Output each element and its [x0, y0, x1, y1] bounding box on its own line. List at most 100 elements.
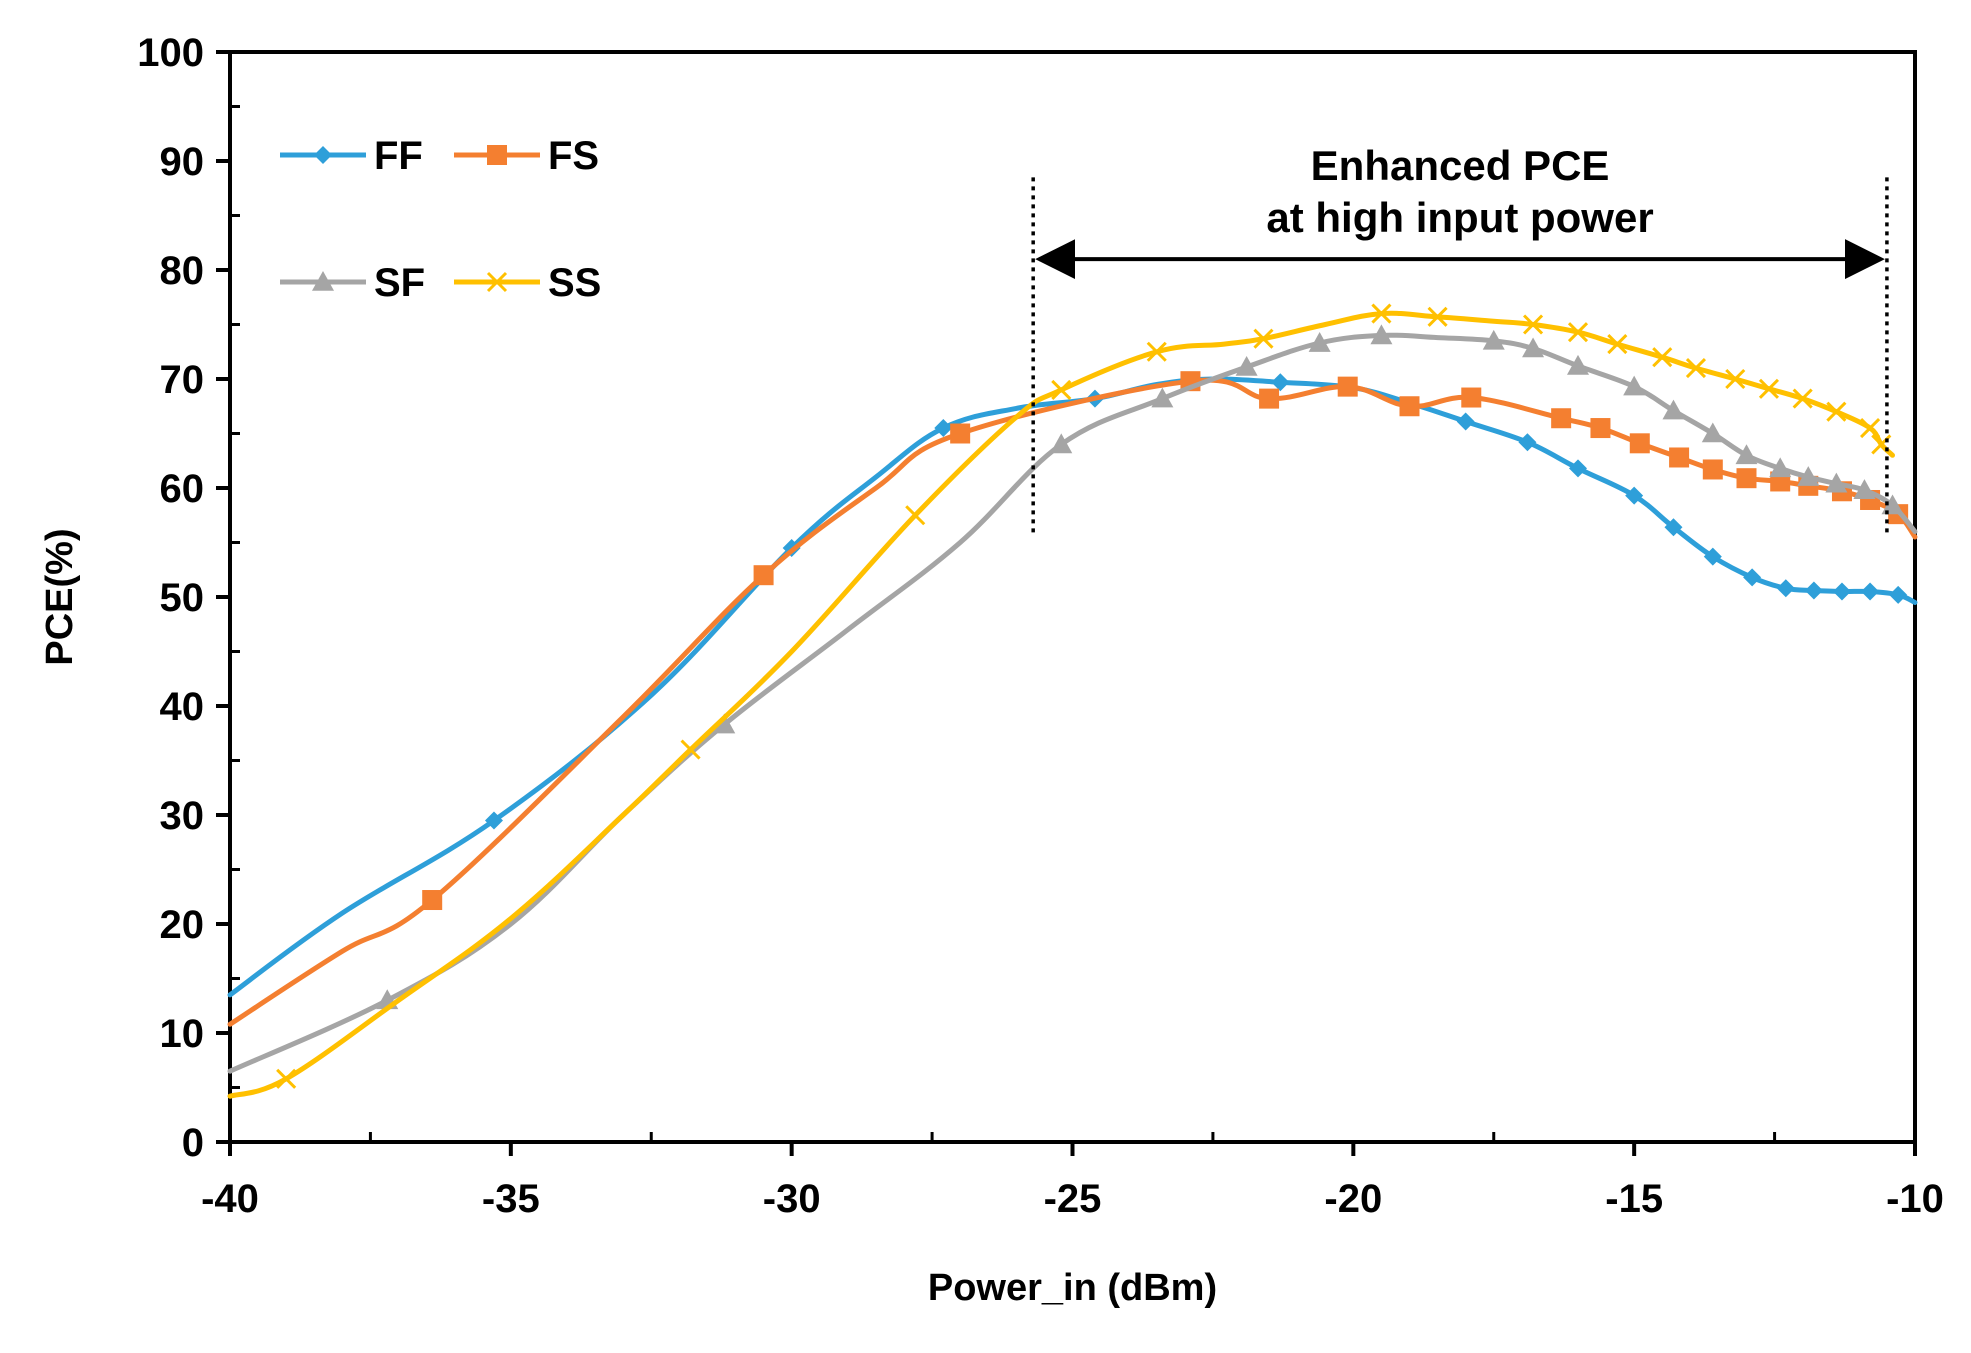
series-sf-point: [1308, 332, 1331, 352]
y-tick-label: 40: [160, 685, 205, 729]
series-ss-point: [905, 505, 926, 526]
series-ss-point: [1523, 314, 1544, 335]
legend-label-ff: FF: [374, 134, 423, 178]
series-ff: [227, 373, 1918, 998]
x-tick-label: -30: [763, 1177, 821, 1221]
y-axis-title: PCE(%): [39, 528, 81, 665]
y-tick-label: 100: [137, 31, 204, 75]
series-fs: [227, 371, 1918, 1027]
series-ss-point: [1685, 358, 1707, 379]
series-fs-point: [1629, 433, 1650, 454]
legend-marker-ss: [486, 271, 508, 293]
series-sf: [227, 324, 1918, 1074]
y-tick-label: 20: [160, 903, 205, 947]
y-tick-label: 50: [160, 576, 205, 620]
series-fs-line: [227, 377, 1918, 1027]
series-ss-point: [1146, 341, 1167, 362]
series-ss-point: [1652, 347, 1673, 368]
x-tick-label: -35: [482, 1177, 540, 1221]
x-tick-label: -25: [1044, 1177, 1102, 1221]
series-ss-point: [1427, 306, 1448, 327]
series-ff-point: [1456, 412, 1475, 431]
series-ss-point: [1253, 328, 1274, 349]
series-sf-line: [227, 332, 1918, 1074]
x-tick-label: -10: [1886, 1177, 1944, 1221]
series-fs-point: [1702, 459, 1723, 480]
series-ss-point: [1051, 379, 1072, 400]
series-ff-point: [1832, 582, 1851, 601]
series-ss: [227, 303, 1895, 1099]
series-fs-point: [1399, 396, 1420, 417]
legend-label-ss: SS: [548, 261, 601, 305]
x-axis: -40 -35 -30 -25 -20 -15 -10: [201, 1132, 1944, 1221]
series-ff-point: [1776, 579, 1795, 598]
series-ff-point: [1743, 568, 1762, 587]
series-ss-point: [1371, 303, 1392, 324]
series-sf-point: [1370, 324, 1393, 345]
legend-marker-sf: [312, 271, 334, 291]
series-sf-point: [1151, 387, 1174, 408]
legend: FF FS SF SS: [280, 134, 601, 305]
plot-border: [228, 50, 1917, 1144]
series-fs-point: [1736, 468, 1757, 489]
series-fs-point: [1551, 408, 1572, 429]
legend-label-sf: SF: [374, 261, 425, 305]
y-tick-label: 80: [160, 249, 205, 293]
series-fs-point: [1337, 376, 1358, 397]
series-fs-point: [1461, 387, 1482, 408]
series-sf-point: [1482, 329, 1505, 350]
series-ff-point: [1664, 518, 1683, 537]
x-tick-label: -15: [1605, 1177, 1663, 1221]
series-sf-point: [1235, 356, 1258, 376]
legend-item-ss: SS: [454, 261, 601, 305]
series-ss-point: [1567, 322, 1589, 343]
series-fs-point: [753, 565, 774, 586]
x-tick-label: -40: [201, 1177, 259, 1221]
annotation-text-line-2: at high input power: [1266, 194, 1653, 241]
legend-label-fs: FS: [548, 134, 599, 178]
series-ff-point: [1569, 459, 1587, 478]
series-fs-point: [1669, 447, 1690, 468]
y-tick-label: 10: [160, 1012, 205, 1056]
series-sf-point: [1522, 337, 1545, 358]
series-sf-point: [1567, 354, 1589, 375]
series-fs-point: [1590, 418, 1611, 439]
series-ss-point: [1792, 388, 1813, 409]
series-ff-point: [1271, 373, 1290, 392]
legend-marker-fs: [487, 145, 507, 165]
plot-area: [228, 50, 1917, 1144]
series-fs-point: [1259, 388, 1280, 409]
y-tick-label: 0: [182, 1121, 204, 1165]
legend-marker-ff: [314, 146, 332, 164]
y-tick-label: 90: [160, 140, 205, 184]
series-sf-point: [1623, 375, 1646, 396]
series-ff-point: [1625, 486, 1644, 505]
series-ff-point: [1804, 581, 1823, 600]
y-tick-label: 70: [160, 358, 205, 402]
series-fs-point: [950, 423, 971, 444]
series-ss-point: [1826, 401, 1847, 422]
legend-item-ff: FF: [280, 134, 423, 178]
series-fs-point: [422, 890, 443, 911]
series-sf-point: [1769, 457, 1792, 478]
series-sf-point: [1825, 472, 1848, 493]
annotation-text-line-1: Enhanced PCE: [1311, 142, 1610, 189]
y-tick-label: 30: [160, 794, 205, 838]
series-sf-point: [1797, 466, 1820, 486]
series-sf-point: [1853, 479, 1876, 499]
x-tick-label: -20: [1324, 1177, 1382, 1221]
series-ss-point: [1725, 368, 1746, 390]
series-ss-point: [1860, 417, 1881, 439]
series-ss-line: [227, 310, 1895, 1099]
y-axis: 0 10 20 30 40 50 60 70 80 90 100: [137, 31, 240, 1165]
series-ff-line: [227, 376, 1918, 998]
series-sf-point: [1735, 444, 1758, 465]
series-sf-point: [713, 713, 736, 734]
series-ss-point: [276, 1068, 297, 1089]
series-ss-point: [1607, 334, 1628, 355]
series-ff-point: [1703, 547, 1722, 566]
y-tick-label: 60: [160, 467, 205, 511]
series-ff-point: [1518, 433, 1537, 452]
series-sf-point: [1662, 399, 1685, 420]
